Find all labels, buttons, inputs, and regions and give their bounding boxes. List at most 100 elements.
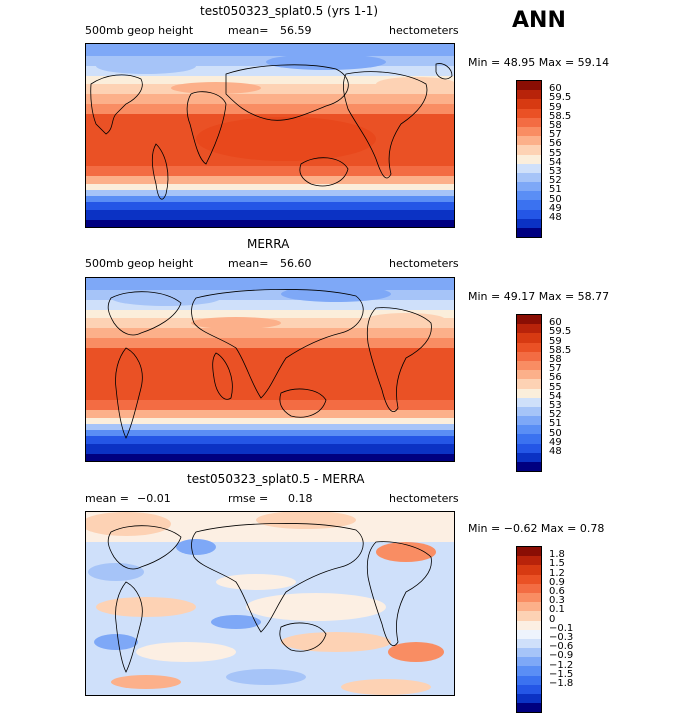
colorbar-tick-label: 54 <box>549 156 562 168</box>
colorbar-swatch <box>517 315 541 325</box>
colorbar-tick-label: 60 <box>549 317 562 329</box>
colorbar-tick-label: 55 <box>549 147 562 159</box>
colorbar-swatch <box>517 333 541 343</box>
panel1-units: hectometers <box>389 24 459 37</box>
panel3-min-max: Min = −0.62 Max = 0.78 <box>468 522 605 535</box>
panel2-map <box>85 277 455 462</box>
panel3-units: hectometers <box>389 492 459 505</box>
panel1-mean-label: mean= <box>228 24 269 37</box>
colorbar-tick-label: 0.1 <box>549 604 565 616</box>
colorbar-swatch <box>517 209 541 219</box>
colorbar-swatch <box>517 136 541 146</box>
colorbar-swatch <box>517 90 541 100</box>
colorbar-swatch <box>517 574 541 584</box>
colorbar-tick-label: 59.5 <box>549 92 572 104</box>
panel3-map <box>85 511 455 696</box>
colorbar-swatch <box>517 620 541 630</box>
colorbar-swatch <box>517 191 541 201</box>
colorbar-swatch <box>517 547 541 557</box>
colorbar-tick-label: 48 <box>549 446 562 457</box>
colorbar-swatch <box>517 462 541 472</box>
colorbar-swatch <box>517 638 541 649</box>
colorbar-tick-label: −0.1 <box>549 622 574 634</box>
colorbar-tick-label: 1.5 <box>549 558 565 570</box>
colorbar-swatch <box>517 694 541 704</box>
colorbar-swatch <box>517 703 541 713</box>
colorbar-swatch <box>517 565 541 575</box>
panel1-colorbar <box>516 80 542 239</box>
panel2-field-label: 500mb geop height <box>85 257 194 270</box>
colorbar-swatch <box>517 324 541 334</box>
colorbar-swatch <box>517 583 541 593</box>
panel2-units: hectometers <box>389 257 459 270</box>
colorbar-swatch <box>517 360 541 371</box>
panel3-rmse-label: rmse = <box>228 492 269 505</box>
colorbar-tick-label: 56 <box>549 372 562 384</box>
colorbar-tick-label: 53 <box>549 400 562 411</box>
colorbar-swatch <box>517 648 541 658</box>
colorbar-tick-label: 50 <box>549 427 562 439</box>
colorbar-tick-label: 53 <box>549 166 562 177</box>
panel2-mean-label: mean= <box>228 257 269 270</box>
colorbar-tick-label: 57 <box>549 363 562 375</box>
colorbar-tick-label: −1.2 <box>549 659 574 671</box>
colorbar-tick-label: 1.2 <box>549 567 565 579</box>
colorbar-tick-label: 59 <box>549 101 562 113</box>
panel1-min-max: Min = 48.95 Max = 59.14 <box>468 56 610 69</box>
colorbar-tick-label: 52 <box>549 409 562 421</box>
panel3-rmse-value: 0.18 <box>288 492 313 505</box>
panel1-title: test050323_splat0.5 (yrs 1-1) <box>200 4 379 18</box>
colorbar-tick-label: 59.5 <box>549 326 572 338</box>
colorbar-tick-label: −0.6 <box>549 641 574 653</box>
colorbar-swatch <box>517 666 541 676</box>
colorbar-tick-label: 52 <box>549 175 562 187</box>
colorbar-tick-label: 55 <box>549 381 562 393</box>
colorbar-tick-label: 60 <box>549 83 562 95</box>
colorbar-swatch <box>517 172 541 183</box>
colorbar-tick-label: 57 <box>549 129 562 141</box>
colorbar-swatch <box>517 108 541 118</box>
colorbar-swatch <box>517 406 541 417</box>
colorbar-tick-label: −0.9 <box>549 650 574 662</box>
colorbar-tick-label: 58 <box>549 354 562 365</box>
colorbar-tick-label: 58.5 <box>549 110 572 122</box>
colorbar-tick-label: 0.6 <box>549 586 565 597</box>
colorbar-swatch <box>517 397 541 407</box>
colorbar-swatch <box>517 370 541 380</box>
colorbar-swatch <box>517 611 541 621</box>
panel3-mean-value: −0.01 <box>137 492 171 505</box>
panel1-map <box>85 43 455 228</box>
colorbar-tick-label: 49 <box>549 202 562 214</box>
panel3-title: test050323_splat0.5 - MERRA <box>187 472 365 486</box>
colorbar-tick-label: 0 <box>549 613 556 625</box>
colorbar-swatch <box>517 228 541 238</box>
colorbar-swatch <box>517 145 541 155</box>
colorbar-tick-label: 58 <box>549 120 562 131</box>
panel3-colorbar <box>516 546 542 713</box>
colorbar-swatch <box>517 657 541 667</box>
panel2-mean-value: 56.60 <box>280 257 312 270</box>
colorbar-swatch <box>517 675 541 685</box>
colorbar-tick-label: −1.5 <box>549 668 574 680</box>
colorbar-swatch <box>517 556 541 566</box>
panel2-title: MERRA <box>247 237 290 251</box>
colorbar-tick-label: 54 <box>549 390 562 402</box>
colorbar-swatch <box>517 452 541 462</box>
colorbar-tick-label: 1.8 <box>549 549 565 561</box>
colorbar-swatch <box>517 81 541 91</box>
colorbar-swatch <box>517 602 541 612</box>
colorbar-swatch <box>517 182 541 192</box>
colorbar-tick-label: 48 <box>549 212 562 223</box>
colorbar-tick-label: 0.3 <box>549 595 565 607</box>
panel2-colorbar <box>516 314 542 473</box>
colorbar-tick-label: 58.5 <box>549 344 572 356</box>
colorbar-tick-label: 51 <box>549 184 562 196</box>
colorbar-swatch <box>517 684 541 694</box>
panel3-mean-label: mean = <box>85 492 129 505</box>
colorbar-swatch <box>517 126 541 137</box>
colorbar-swatch <box>517 629 541 639</box>
panel1-mean-value: 56.59 <box>280 24 312 37</box>
colorbar-tick-label: 0.9 <box>549 576 565 588</box>
colorbar-tick-label: 51 <box>549 418 562 430</box>
season-label: ANN <box>512 8 566 33</box>
